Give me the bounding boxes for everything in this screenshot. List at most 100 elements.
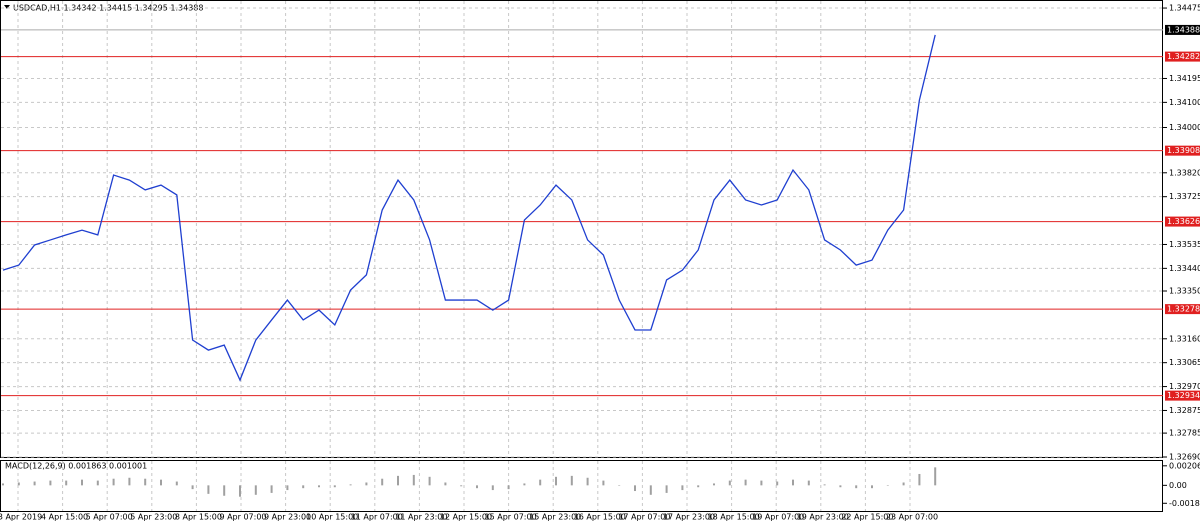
macd-bar xyxy=(2,483,4,486)
macd-bar xyxy=(823,484,826,486)
x-tick-label: 3 Apr 2019 xyxy=(0,513,42,522)
macd-y-tick-label: 0.002062 xyxy=(1169,461,1200,470)
macd-bar xyxy=(886,485,889,486)
y-tick-label: 1.32785 xyxy=(1169,429,1200,438)
y-tick-label: 1.33820 xyxy=(1169,168,1200,177)
macd-bar xyxy=(144,478,147,486)
macd-bar xyxy=(444,482,447,486)
level-label: 1.33908 xyxy=(1167,146,1200,155)
level-label-bg xyxy=(1165,304,1200,315)
macd-bar xyxy=(697,485,700,488)
y-tick-label: 1.33535 xyxy=(1169,240,1200,249)
macd-bar xyxy=(49,480,52,486)
x-tick-label: 12 Apr 15:00 xyxy=(440,513,492,522)
x-tick-label: 5 Apr 23:00 xyxy=(130,513,177,522)
y-tick-label: 1.33160 xyxy=(1169,334,1200,343)
x-tick-label: 11 Apr 07:00 xyxy=(351,513,403,522)
x-tick-label: 9 Apr 23:00 xyxy=(264,513,311,522)
menu-icon xyxy=(4,5,10,9)
current-price-label: 1.34388 xyxy=(1167,25,1200,34)
macd-bar xyxy=(476,485,478,489)
macd-bar xyxy=(728,480,731,486)
current-price-bg xyxy=(1165,24,1200,35)
y-tick-label: 1.34000 xyxy=(1169,123,1200,132)
macd-bar xyxy=(428,476,431,486)
macd-bar xyxy=(112,478,115,486)
level-label-bg xyxy=(1165,390,1200,401)
macd-bar xyxy=(223,485,226,496)
macd-bar xyxy=(460,485,463,487)
macd-bar xyxy=(286,485,289,491)
y-tick-label: 1.32875 xyxy=(1169,406,1200,415)
x-tick-label: 22 Apr 15:00 xyxy=(841,513,893,522)
macd-bar xyxy=(665,485,668,493)
macd-bar xyxy=(491,485,494,491)
x-tick-label: 11 Apr 23:00 xyxy=(395,513,447,522)
x-tick-label: 23 Apr 07:00 xyxy=(886,513,938,522)
macd-bar xyxy=(96,480,99,486)
x-tick-label: 16 Apr 15:00 xyxy=(574,513,626,522)
macd-bar xyxy=(839,485,842,488)
macd-bar xyxy=(744,479,747,486)
x-tick-label: 15 Apr 23:00 xyxy=(529,513,581,522)
y-tick-label: 1.34475 xyxy=(1169,4,1200,13)
macd-bar xyxy=(33,481,36,486)
macd-bar xyxy=(365,482,368,486)
macd-bar xyxy=(555,476,557,486)
macd-bar xyxy=(618,485,621,486)
macd-bar xyxy=(523,483,526,486)
x-tick-label: 4 Apr 15:00 xyxy=(41,513,88,522)
x-tick-label: 5 Apr 07:00 xyxy=(86,513,133,522)
level-label: 1.33626 xyxy=(1167,217,1200,226)
y-tick-label: 1.34100 xyxy=(1169,98,1200,107)
macd-bar xyxy=(175,481,178,486)
macd-bar xyxy=(570,475,573,486)
macd-bar xyxy=(160,479,162,486)
macd-bar xyxy=(934,467,937,486)
x-tick-label: 8 Apr 15:00 xyxy=(175,513,222,522)
y-tick-label: 1.33065 xyxy=(1169,358,1200,367)
x-tick-label: 19 Apr 23:00 xyxy=(797,513,849,522)
macd-panel xyxy=(0,460,1163,512)
x-tick-label: 18 Apr 15:00 xyxy=(708,513,760,522)
macd-bar xyxy=(17,482,20,486)
level-label: 1.33278 xyxy=(1167,305,1200,314)
macd-bar xyxy=(855,485,858,489)
x-tick-label: 15 Apr 07:00 xyxy=(485,513,537,522)
chart-title: USDCAD,H1 1.34342 1.34415 1.34295 1.3438… xyxy=(13,4,203,13)
price-line xyxy=(2,34,936,382)
macd-bar xyxy=(586,477,589,486)
macd-label: MACD(12,26,9) 0.001863 0.001001 xyxy=(5,462,147,471)
macd-bar xyxy=(239,485,241,497)
macd-bar xyxy=(807,480,810,486)
price-panel xyxy=(0,0,1163,458)
level-label-bg xyxy=(1165,216,1200,227)
macd-bar xyxy=(128,477,131,486)
macd-bar xyxy=(871,485,873,489)
macd-bar xyxy=(81,479,83,486)
macd-bar xyxy=(302,485,305,489)
macd-bar xyxy=(634,485,636,492)
y-tick-label: 1.32970 xyxy=(1169,382,1200,391)
level-label: 1.34282 xyxy=(1167,52,1200,61)
macd-bar xyxy=(397,475,399,486)
macd-bar xyxy=(333,485,336,488)
macd-bar xyxy=(792,479,794,486)
y-tick-label: 1.33440 xyxy=(1169,264,1200,273)
macd-y-tick-label: -0.001895 xyxy=(1169,499,1200,508)
macd-bar xyxy=(254,485,257,495)
y-tick-label: 1.32690 xyxy=(1169,452,1200,461)
x-tick-label: 17 Apr 07:00 xyxy=(618,513,670,522)
macd-bar xyxy=(918,473,921,486)
level-label: 1.32934 xyxy=(1167,391,1200,400)
macd-bar xyxy=(412,474,415,486)
macd-bar xyxy=(902,482,905,486)
macd-bar xyxy=(713,483,715,486)
macd-y-tick-label: 0.00 xyxy=(1169,481,1187,490)
x-tick-label: 17 Apr 23:00 xyxy=(663,513,715,522)
macd-bar xyxy=(649,485,652,495)
x-tick-label: 10 Apr 15:00 xyxy=(306,513,358,522)
x-tick-label: 19 Apr 07:00 xyxy=(752,513,804,522)
macd-bar xyxy=(507,485,510,490)
